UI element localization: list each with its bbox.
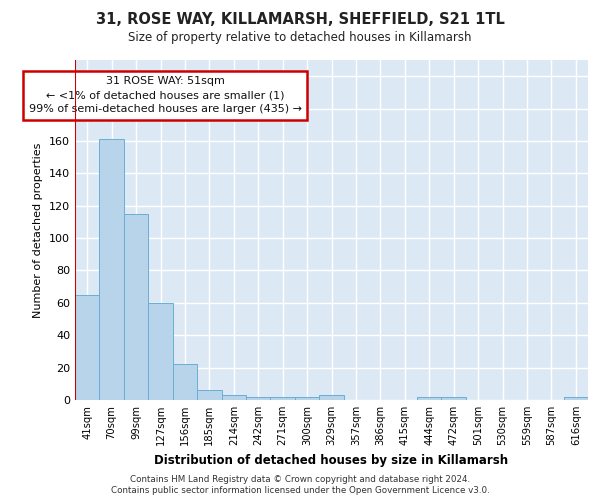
Text: 31, ROSE WAY, KILLAMARSH, SHEFFIELD, S21 1TL: 31, ROSE WAY, KILLAMARSH, SHEFFIELD, S21… — [95, 12, 505, 28]
Text: Size of property relative to detached houses in Killamarsh: Size of property relative to detached ho… — [128, 31, 472, 44]
Bar — [148, 303, 173, 400]
Bar — [295, 397, 319, 400]
Bar — [442, 397, 466, 400]
Text: 31 ROSE WAY: 51sqm
← <1% of detached houses are smaller (1)
99% of semi-detached: 31 ROSE WAY: 51sqm ← <1% of detached hou… — [29, 76, 302, 114]
Text: Contains HM Land Registry data © Crown copyright and database right 2024.: Contains HM Land Registry data © Crown c… — [130, 475, 470, 484]
Bar — [563, 397, 588, 400]
Bar — [124, 214, 148, 400]
Bar — [75, 295, 100, 400]
X-axis label: Distribution of detached houses by size in Killamarsh: Distribution of detached houses by size … — [154, 454, 509, 466]
Bar — [319, 395, 344, 400]
Bar — [246, 397, 271, 400]
Bar — [197, 390, 221, 400]
Bar — [173, 364, 197, 400]
Bar — [100, 140, 124, 400]
Text: Contains public sector information licensed under the Open Government Licence v3: Contains public sector information licen… — [110, 486, 490, 495]
Bar — [221, 395, 246, 400]
Y-axis label: Number of detached properties: Number of detached properties — [34, 142, 43, 318]
Bar — [271, 397, 295, 400]
Bar — [417, 397, 442, 400]
